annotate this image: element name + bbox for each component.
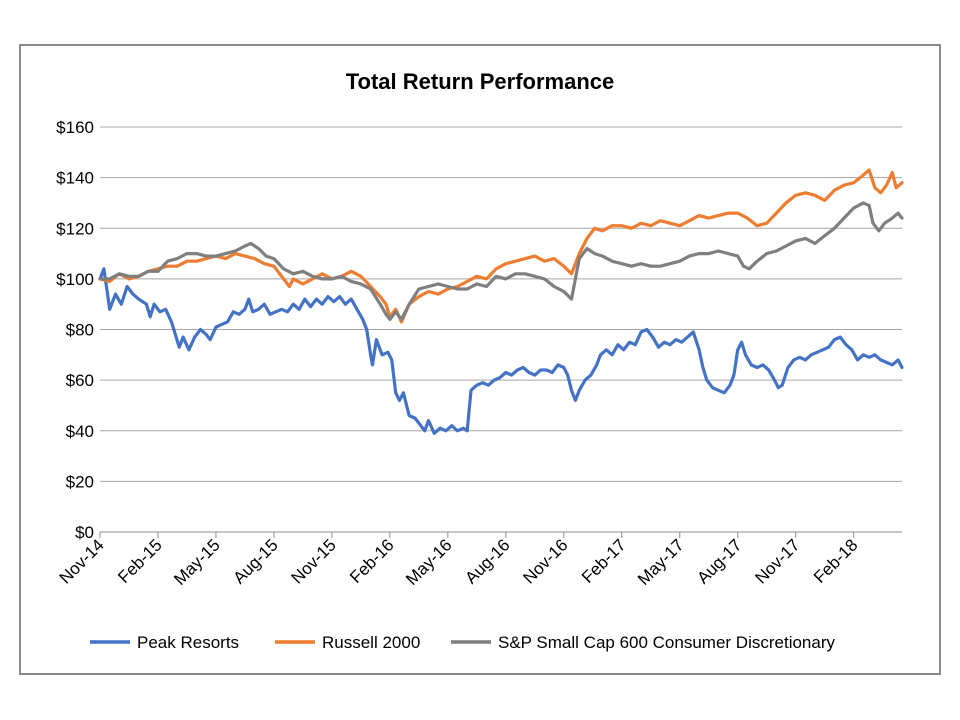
- x-tick-label: May-17: [634, 535, 688, 589]
- x-tick-label: May-16: [402, 535, 456, 589]
- y-tick-label: $160: [56, 118, 94, 137]
- gridlines: [100, 126, 902, 533]
- y-tick-label: $120: [56, 219, 94, 238]
- y-tick-label: $20: [66, 472, 94, 491]
- x-tick-label: Aug-17: [693, 535, 745, 587]
- x-tick-label: Feb-18: [810, 535, 862, 587]
- series-lines: [98, 168, 904, 435]
- x-tick-label: Feb-15: [114, 535, 166, 587]
- x-tick-label: Nov-14: [56, 535, 108, 587]
- legend-label-1: Russell 2000: [322, 633, 420, 652]
- x-tick-label: Nov-17: [751, 535, 803, 587]
- chart-title: Total Return Performance: [346, 69, 615, 94]
- x-tick-label: Nov-16: [519, 535, 571, 587]
- series-line-0: [98, 267, 904, 435]
- y-tick-label: $40: [66, 422, 94, 441]
- legend-label-2: S&P Small Cap 600 Consumer Discretionary: [498, 633, 835, 652]
- y-tick-label: $60: [66, 371, 94, 390]
- line-chart: Total Return Performance $0 $20 $40 $60 $80 $…: [56, 69, 904, 652]
- x-tick-label: Aug-16: [461, 535, 513, 587]
- y-tick-label: $100: [56, 270, 94, 289]
- series-line-2: [98, 201, 904, 321]
- x-tick-label: Aug-15: [230, 535, 282, 587]
- legend-label-0: Peak Resorts: [137, 633, 239, 652]
- legend: Peak Resorts Russell 2000 S&P Small Cap 60…: [90, 633, 835, 652]
- x-tick-label: Feb-17: [578, 535, 630, 587]
- y-tick-label: $80: [66, 321, 94, 340]
- y-tick-label: $140: [56, 169, 94, 188]
- series-line-1: [98, 168, 904, 324]
- x-tick-label: Feb-16: [346, 535, 398, 587]
- x-tick-label: Nov-15: [288, 535, 340, 587]
- chart-area: Total Return Performance $0 $20 $40 $60 $80 $…: [19, 44, 941, 675]
- x-tick-label: May-15: [170, 535, 224, 589]
- y-tick-label: $0: [75, 523, 94, 542]
